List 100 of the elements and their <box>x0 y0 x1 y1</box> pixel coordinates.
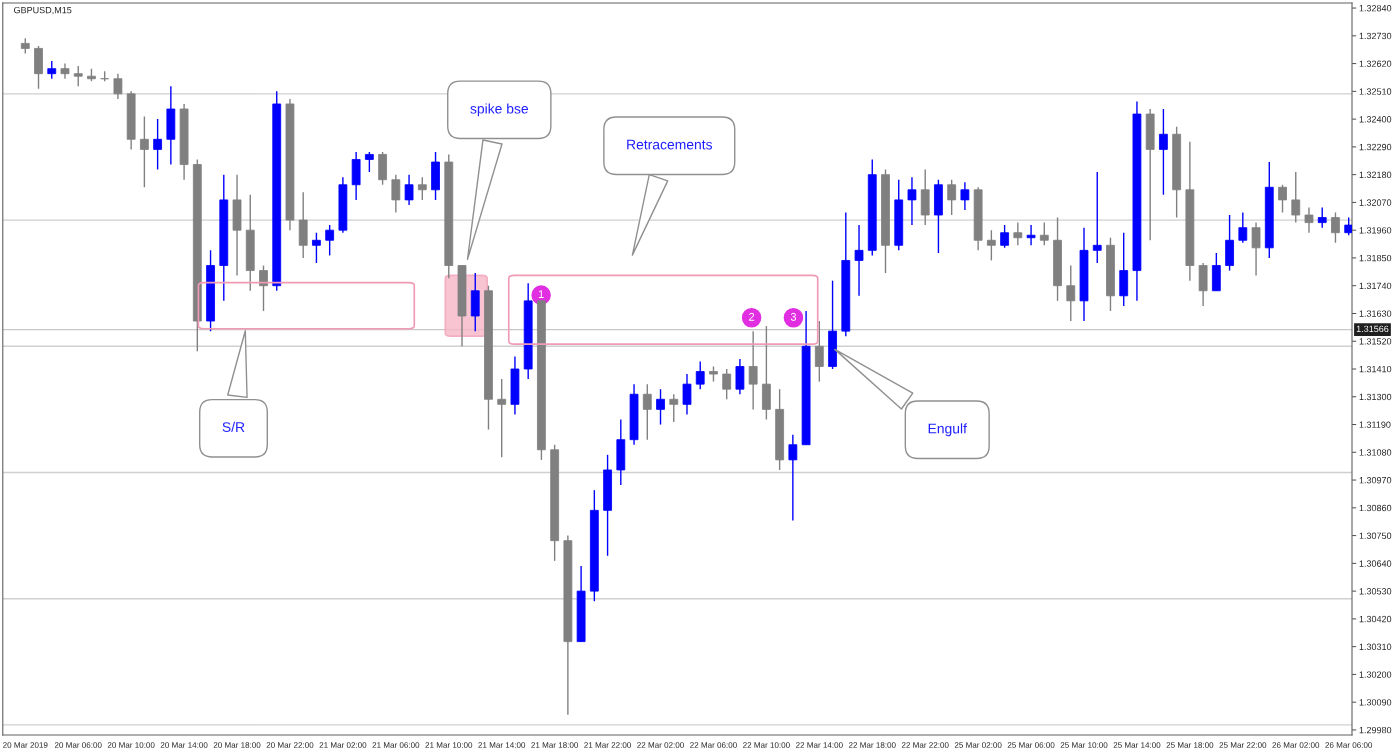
x-tick-label: 22 Mar 18:00 <box>848 742 896 748</box>
candlestick <box>960 181 970 211</box>
annotation: 2 <box>749 312 755 321</box>
candlestick <box>1000 224 1009 249</box>
y-tick-label: 1.30750 <box>1359 532 1392 539</box>
candlestick <box>1026 224 1036 247</box>
x-tick-label: 22 Mar 02:00 <box>637 742 684 748</box>
y-tick-label: 1.30640 <box>1359 560 1392 567</box>
y-tick-label: 1.32730 <box>1359 32 1392 40</box>
y-tick-label: 1.31190 <box>1359 421 1391 428</box>
annotation: 1 <box>538 290 544 298</box>
y-tick-label: 1.30970 <box>1359 477 1392 484</box>
candlestick <box>1291 171 1301 224</box>
candlestick <box>391 173 401 214</box>
candlestick <box>259 264 268 312</box>
candlestick <box>1278 184 1287 214</box>
x-tick-label: 22 Mar 14:00 <box>796 742 843 748</box>
y-tick-label: 1.31520 <box>1359 338 1392 345</box>
annotation: spike bse <box>470 103 529 117</box>
y-tick-label: 1.32510 <box>1359 88 1392 95</box>
x-tick-label: 26 Mar 02:00 <box>1272 742 1320 748</box>
candlestick <box>907 176 917 226</box>
x-tick-label: 22 Mar 06:00 <box>690 742 737 748</box>
candlestick <box>854 224 864 297</box>
candlestick <box>417 176 427 201</box>
y-tick-label: 1.32290 <box>1359 143 1392 151</box>
candlestick <box>695 360 705 390</box>
y-tick-label: 1.30310 <box>1359 643 1392 651</box>
candlestick <box>1092 171 1102 264</box>
x-tick-label: 21 Mar 22:00 <box>584 742 631 748</box>
y-tick-label: 1.31410 <box>1359 365 1392 373</box>
y-tick-label: 1.30090 <box>1359 699 1392 706</box>
candlestick <box>986 229 996 262</box>
x-tick-label: 20 Mar 14:00 <box>160 742 208 748</box>
candlestick <box>1238 211 1248 244</box>
candlestick <box>1039 221 1049 247</box>
y-tick-label: 1.29980 <box>1359 726 1392 734</box>
candlestick <box>1013 221 1023 247</box>
x-tick-label: 21 Mar 10:00 <box>425 742 473 748</box>
candlestick <box>1066 264 1076 322</box>
candlestick <box>364 151 374 173</box>
x-tick-label: 20 Mar 2019 <box>3 742 48 748</box>
candlestick <box>947 178 957 216</box>
candlestick <box>1317 206 1327 229</box>
annotation: Retracements <box>627 139 713 150</box>
ref-line-label: 1.31566 <box>1356 325 1389 333</box>
x-tick-label: 25 Mar 10:00 <box>1060 742 1108 748</box>
candlestick <box>140 115 149 188</box>
y-tick-label: 1.32070 <box>1359 199 1392 206</box>
x-tick-label: 21 Mar 18:00 <box>531 742 579 748</box>
candlestick <box>748 330 758 411</box>
x-tick-label: 25 Mar 06:00 <box>1007 742 1055 748</box>
x-tick-label: 20 Mar 06:00 <box>54 742 102 748</box>
x-tick-label: 20 Mar 10:00 <box>107 742 155 748</box>
y-tick-label: 1.32400 <box>1359 116 1392 123</box>
y-tick-label: 1.30420 <box>1359 615 1392 623</box>
candlestick <box>669 393 679 423</box>
x-tick-label: 20 Mar 22:00 <box>266 742 314 748</box>
y-tick-label: 1.31300 <box>1359 393 1392 401</box>
candlestick <box>642 383 652 441</box>
y-tick-label: 1.31740 <box>1359 282 1392 290</box>
y-tick-label: 1.31850 <box>1359 254 1392 262</box>
candlestick <box>312 232 321 264</box>
candlestick <box>1159 108 1168 196</box>
y-tick-label: 1.31630 <box>1359 310 1392 317</box>
y-tick-label: 1.30200 <box>1359 671 1392 678</box>
y-tick-label: 1.30530 <box>1359 588 1392 595</box>
candlestick <box>735 358 745 395</box>
x-tick-label: 21 Mar 02:00 <box>319 742 367 748</box>
y-tick-label: 1.32180 <box>1359 171 1392 178</box>
candlestick <box>1251 221 1261 277</box>
x-tick-label: 25 Mar 14:00 <box>1113 742 1161 748</box>
x-tick-label: 25 Mar 18:00 <box>1166 742 1214 748</box>
x-tick-label: 20 Mar 18:00 <box>213 742 261 748</box>
x-tick-label: 26 Mar 06:00 <box>1325 742 1373 748</box>
candlestick <box>73 65 83 87</box>
y-tick-label: 1.31080 <box>1359 449 1392 456</box>
candlestick <box>682 373 692 416</box>
candlestick <box>325 224 335 257</box>
candlestick <box>497 378 507 459</box>
x-tick-label: 21 Mar 14:00 <box>478 742 526 748</box>
y-tick-label: 1.31960 <box>1359 227 1392 234</box>
annotation: Engulf <box>928 423 967 437</box>
candlestick <box>404 173 414 206</box>
candlestick <box>814 320 824 383</box>
candlestick <box>1304 206 1314 234</box>
x-tick-label: 25 Mar 02:00 <box>954 742 1002 748</box>
x-tick-label: 25 Mar 22:00 <box>1219 742 1267 748</box>
annotation: 3 <box>790 312 797 321</box>
candlestick <box>656 388 665 426</box>
candlestick <box>788 433 798 522</box>
chart-title: GBPUSD,M15 <box>14 6 72 15</box>
x-tick-label: 22 Mar 22:00 <box>901 742 949 748</box>
y-tick-label: 1.32840 <box>1359 5 1392 12</box>
candlestick <box>113 72 123 100</box>
candlestick <box>153 118 163 171</box>
annotation: S/R <box>222 421 245 433</box>
candlestick <box>1331 211 1340 244</box>
y-tick-label: 1.32620 <box>1359 60 1392 67</box>
x-tick-label: 21 Mar 06:00 <box>372 742 420 748</box>
